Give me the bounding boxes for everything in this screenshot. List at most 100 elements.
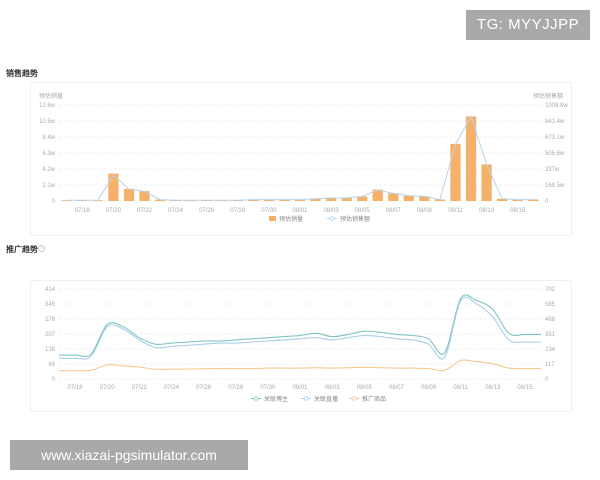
x-tick-label: 08/13 <box>485 385 501 391</box>
x-tick-label: 08/03 <box>324 208 340 214</box>
x-tick-label: 07/28 <box>228 385 244 391</box>
x-tick-label: 08/15 <box>510 208 526 214</box>
left-tick-label: 4.2w <box>42 167 55 173</box>
promotion-trend-panel: 0 0 69 117 138 234 207 351 276 468 345 585 414 702 07/… <box>30 280 572 412</box>
x-tick-label: 08/13 <box>479 208 495 214</box>
bar <box>248 199 259 201</box>
sales-trend-title: 销售趋势 <box>6 69 38 78</box>
legend-swatch-sales-volume <box>269 216 276 221</box>
right-tick-label: 468 <box>545 317 556 323</box>
x-tick-label: 08/03 <box>325 385 341 391</box>
left-tick-label: 8.4w <box>42 135 55 141</box>
sales-amount-line <box>66 115 534 201</box>
left-tick-label: 138 <box>45 347 56 353</box>
x-tick-label: 07/22 <box>132 385 148 391</box>
line-related-livestreams <box>58 296 542 360</box>
line-related-bloggers <box>58 294 542 358</box>
line-promoted-products <box>58 359 541 372</box>
promotion-trend-title: 推广趋势 <box>6 245 38 254</box>
bar <box>325 197 337 201</box>
x-tick-label: 08/01 <box>292 208 308 214</box>
bar <box>388 193 399 201</box>
bar <box>139 191 150 201</box>
left-tick-label: 207 <box>45 332 56 338</box>
x-tick-label: 07/18 <box>68 385 84 391</box>
bar <box>341 197 352 201</box>
x-tick-label: 07/20 <box>100 385 116 391</box>
left-tick-label: 2.1w <box>42 183 55 189</box>
legend-related-livestreams-label: 关联直播 <box>314 395 338 403</box>
right-tick-label: 505.6w <box>545 151 565 157</box>
x-tick-label: 07/22 <box>137 208 153 214</box>
bar <box>528 199 539 201</box>
x-tick-label: 08/09 <box>421 385 437 391</box>
bar <box>310 198 321 201</box>
bar <box>450 143 461 201</box>
bar <box>434 199 446 201</box>
left-tick-label: 414 <box>45 287 56 293</box>
watermark-site: www.xiazai-pgsimulator.com <box>10 440 248 470</box>
x-tick-label: 08/09 <box>417 208 433 214</box>
right-tick-label: 0 <box>545 199 549 205</box>
x-tick-label: 07/26 <box>196 385 212 391</box>
left-tick-label: 12.6w <box>39 103 56 109</box>
x-tick-label: 08/11 <box>448 208 463 214</box>
right-axis-title: 预估销售额 <box>533 92 563 100</box>
left-tick-label: 0 <box>52 377 56 383</box>
promotion-trend-chart: 0 0 69 117 138 234 207 351 276 468 345 585 414 702 07/… <box>45 287 556 403</box>
info-icon[interactable]: i <box>38 245 45 252</box>
left-tick-label: 6.3w <box>42 151 55 157</box>
x-tick-label: 08/05 <box>357 385 373 391</box>
legend-promoted-products-label: 推广商品 <box>362 395 386 403</box>
x-tick-label: 08/11 <box>453 385 468 391</box>
right-tick-label: 168.5w <box>545 183 565 189</box>
right-tick-label: 585 <box>545 302 556 308</box>
x-tick-label: 08/15 <box>517 385 533 391</box>
bar <box>419 196 430 201</box>
x-tick-label: 08/07 <box>389 385 405 391</box>
bar <box>481 164 492 201</box>
x-tick-label: 07/30 <box>260 385 276 391</box>
x-tick-label: 07/26 <box>199 208 215 214</box>
left-tick-label: 10.5w <box>39 119 56 125</box>
bar <box>465 116 477 201</box>
bar <box>61 200 72 201</box>
left-tick-label: 345 <box>45 302 56 308</box>
left-tick-label: 69 <box>48 362 55 368</box>
legend-label-sales-volume: 预估销量 <box>279 215 303 223</box>
right-tick-label: 1009.8w <box>545 103 568 109</box>
bar <box>403 195 414 201</box>
left-axis-title: 预估销量 <box>39 92 63 100</box>
bar <box>372 189 383 201</box>
legend-related-livestreams-marker <box>303 396 309 401</box>
x-tick-label: 07/18 <box>75 208 91 214</box>
x-tick-label: 07/24 <box>168 208 184 214</box>
right-tick-label: 351 <box>545 332 556 338</box>
x-tick-label: 08/07 <box>386 208 402 214</box>
x-tick-label: 07/20 <box>106 208 122 214</box>
bar <box>279 199 290 201</box>
legend-related-bloggers-label: 关联博主 <box>264 395 288 403</box>
x-tick-label: 08/05 <box>355 208 371 214</box>
legend-marker-sales-amount <box>329 216 335 221</box>
watermark-tg: TG: MYYJJPP <box>466 10 590 40</box>
left-tick-label: 276 <box>45 317 56 323</box>
left-tick-label: 0 <box>52 199 56 205</box>
x-tick-label: 07/30 <box>261 208 277 214</box>
bar <box>357 196 368 201</box>
x-tick-label: 07/28 <box>230 208 246 214</box>
bar <box>496 198 508 201</box>
right-tick-label: 0 <box>545 377 549 383</box>
right-tick-label: 841.4w <box>545 119 565 125</box>
right-tick-label: 234 <box>545 347 556 353</box>
bar <box>123 188 135 201</box>
bar <box>108 173 119 201</box>
x-tick-label: 08/01 <box>292 385 308 391</box>
legend-promoted-products-marker <box>351 396 357 401</box>
right-tick-label: 117 <box>545 362 555 368</box>
bar <box>154 199 166 201</box>
legend-related-bloggers-marker <box>253 396 259 401</box>
right-tick-label: 702 <box>545 287 556 293</box>
x-tick-label: 07/24 <box>164 385 180 391</box>
